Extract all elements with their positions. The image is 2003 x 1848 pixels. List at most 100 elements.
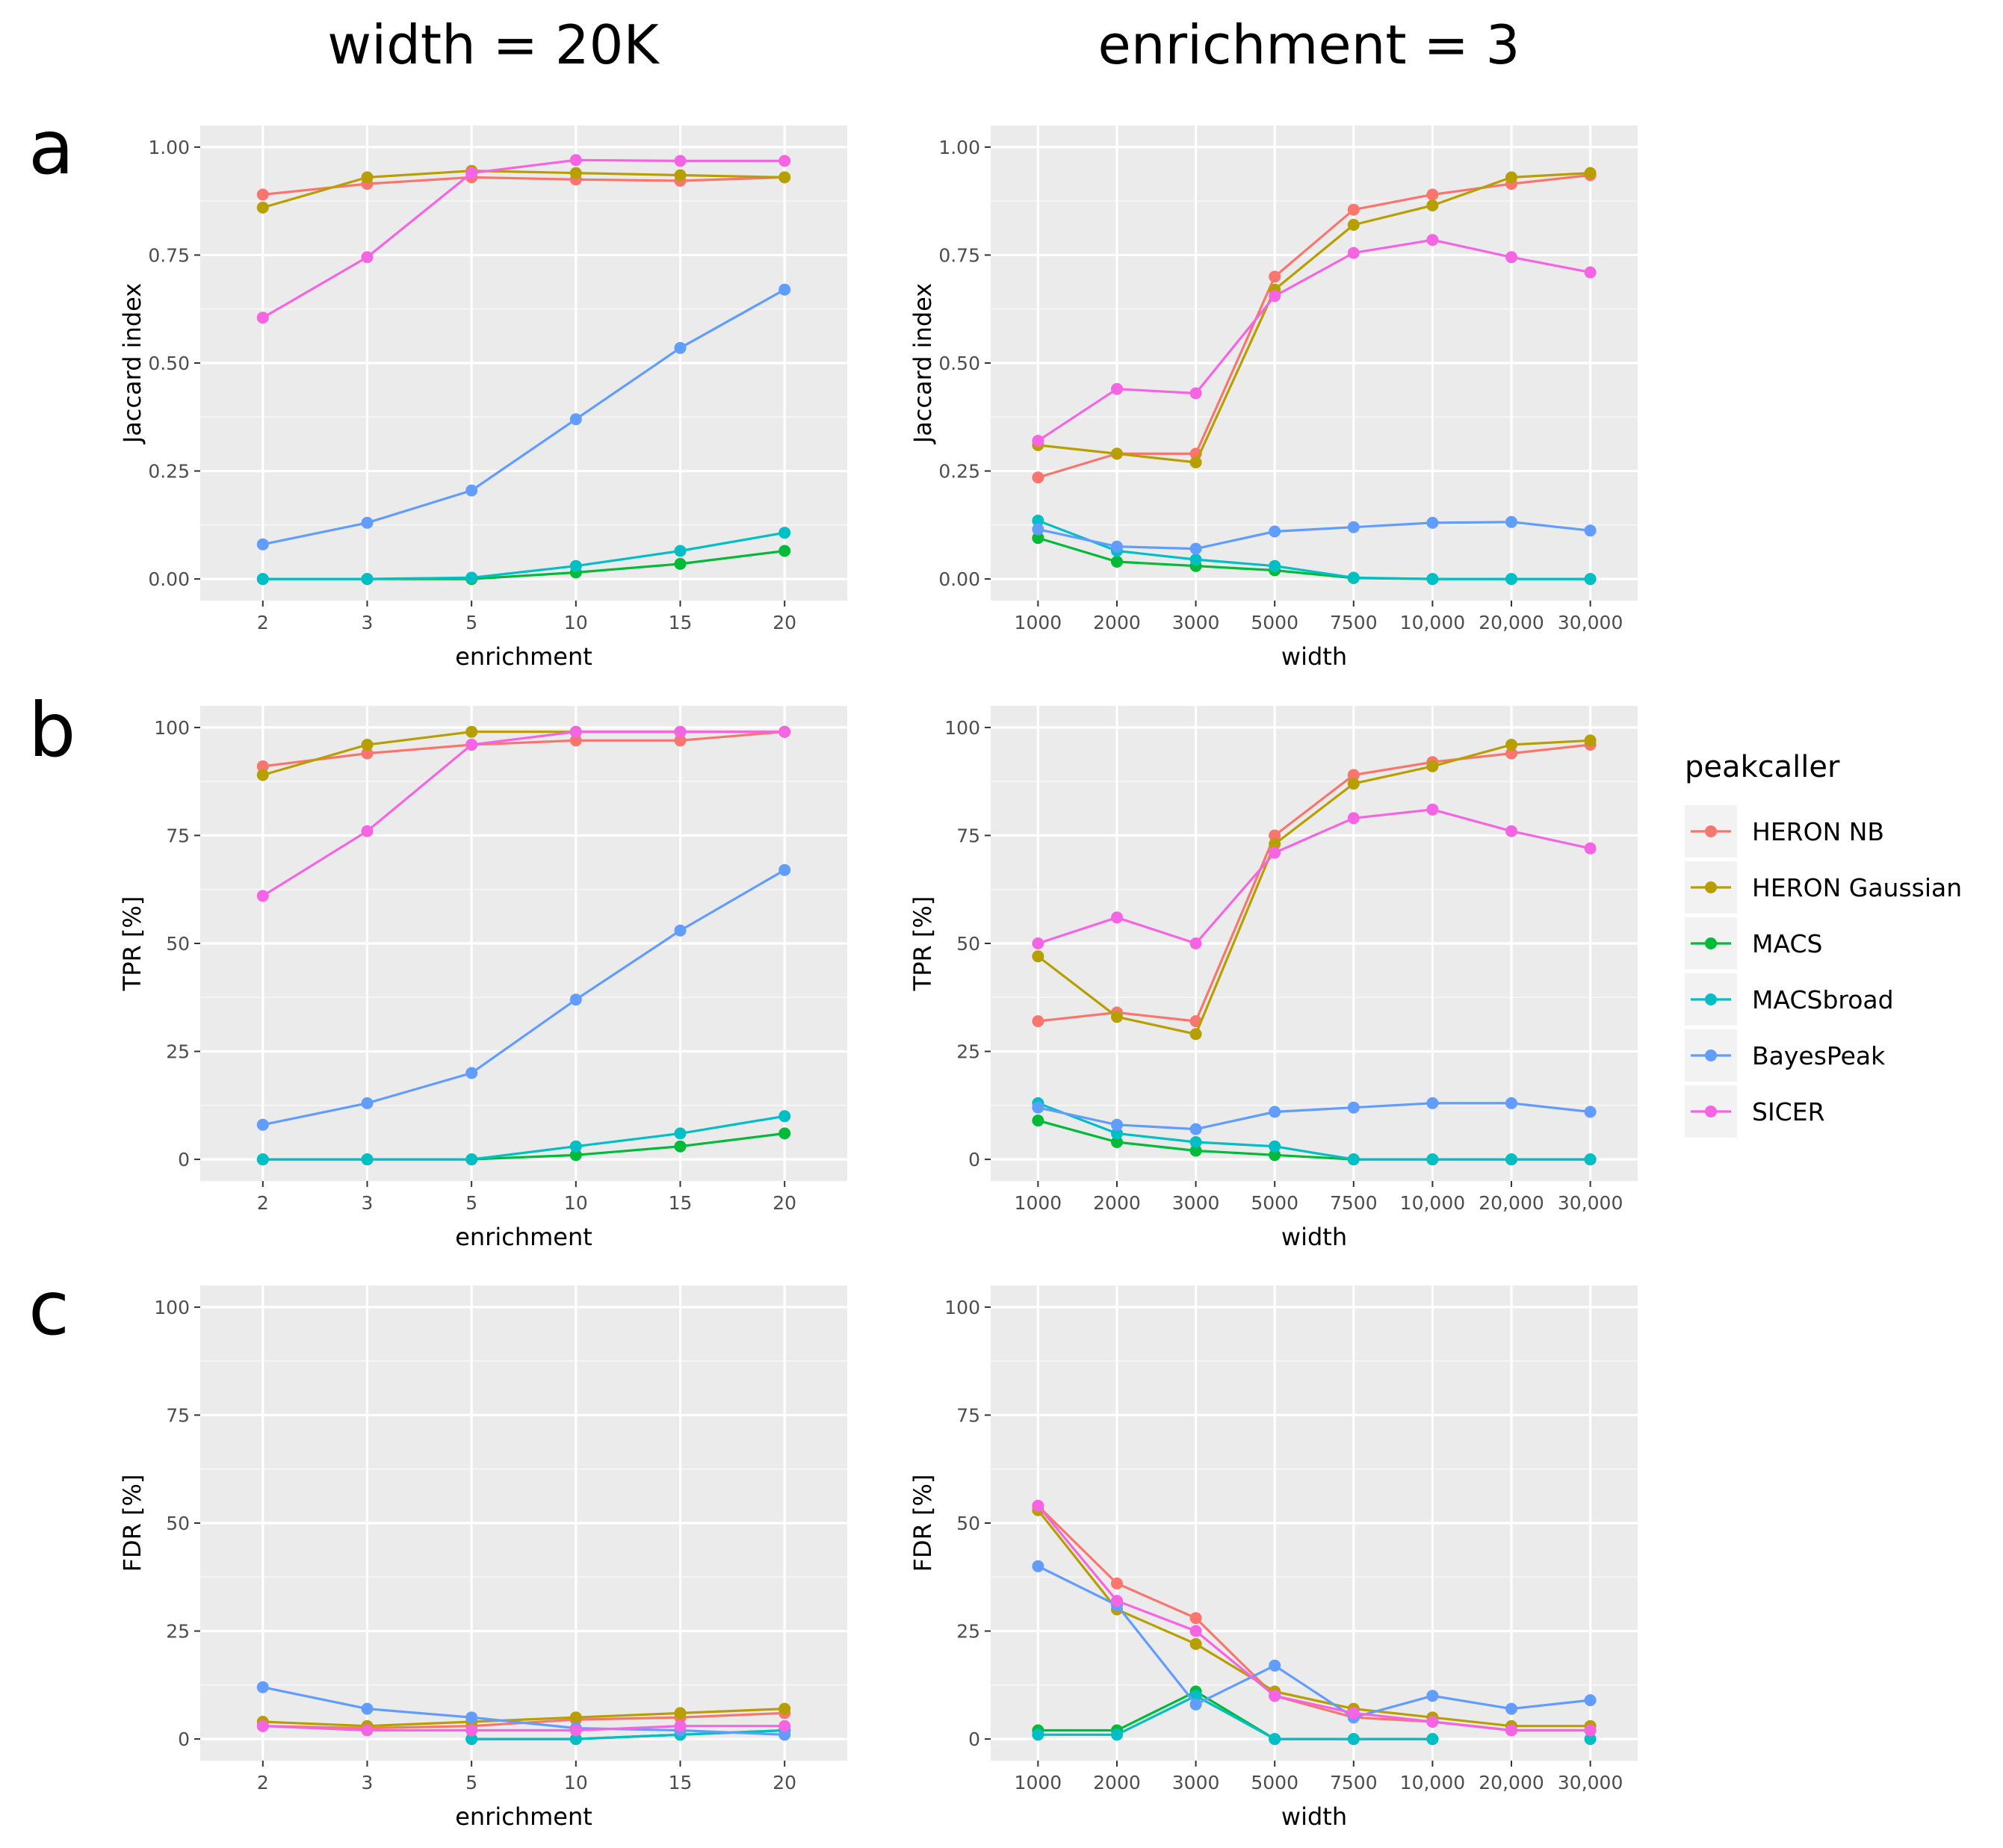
y-tick-label: 50 <box>166 1513 190 1534</box>
y-tick-label: 100 <box>944 717 980 739</box>
data-point <box>1111 447 1123 460</box>
series-bayespeak <box>256 283 791 551</box>
x-tick-label: 2000 <box>1093 1192 1141 1214</box>
y-tick-label: 25 <box>166 1041 190 1063</box>
data-point <box>1032 435 1044 447</box>
series-line <box>262 1114 785 1161</box>
y-tick-label: 0 <box>178 1728 190 1750</box>
data-point <box>778 725 791 738</box>
x-tick-label: 15 <box>669 1772 693 1793</box>
data-point <box>1584 1724 1597 1737</box>
data-point <box>1505 573 1517 586</box>
series-line <box>261 731 785 897</box>
y-axis-title: Jaccard index <box>118 283 146 444</box>
data-point <box>674 1707 687 1720</box>
y-axis-title: TPR [%] <box>118 896 146 992</box>
x-tick-label: 3000 <box>1172 1192 1220 1214</box>
data-point <box>1584 734 1597 747</box>
data-point <box>1032 1728 1044 1741</box>
data-point <box>465 1724 478 1737</box>
series-macsbroad <box>256 1110 791 1166</box>
x-tick-label: 3000 <box>1172 1772 1220 1793</box>
data-point <box>1347 219 1360 231</box>
data-point <box>361 747 374 760</box>
x-tick-label: 5000 <box>1251 1192 1298 1214</box>
data-point <box>1505 171 1517 184</box>
series-line <box>1037 1509 1591 1728</box>
x-tick-label: 10 <box>564 1192 588 1214</box>
data-point <box>1584 1733 1597 1746</box>
x-tick-label: 2 <box>257 1772 269 1793</box>
x-axis-title: enrichment <box>455 642 592 671</box>
series-macsbroad <box>1032 1690 1597 1746</box>
series-line <box>262 731 785 768</box>
data-point <box>465 725 478 738</box>
x-tick-label: 1000 <box>1015 1192 1062 1214</box>
x-tick-label: 2000 <box>1093 612 1141 633</box>
data-point <box>361 1724 374 1737</box>
data-point <box>1269 1140 1281 1153</box>
series-line <box>1038 1102 1591 1131</box>
data-point <box>778 863 791 876</box>
x-axis-title: width <box>1281 1802 1347 1831</box>
y-axis-title: Jaccard index <box>908 283 937 444</box>
column-title-left: width = 20K <box>327 13 660 76</box>
series-line <box>1037 1102 1591 1161</box>
y-tick-label: 0.75 <box>148 244 190 266</box>
data-point <box>1505 1702 1517 1715</box>
y-tick-label: 75 <box>166 1404 190 1426</box>
data-point <box>569 1733 582 1746</box>
data-point <box>1032 471 1044 484</box>
series-line <box>1037 808 1591 945</box>
data-point <box>1347 1707 1360 1720</box>
data-point <box>361 516 374 529</box>
x-tick-label: 30,000 <box>1558 1772 1623 1793</box>
x-tick-label: 1000 <box>1015 1772 1062 1793</box>
data-point <box>1426 1733 1439 1746</box>
data-point <box>361 1153 374 1166</box>
x-tick-label: 10 <box>564 612 588 633</box>
data-point <box>1505 1097 1517 1109</box>
x-axis-title: width <box>1281 1223 1347 1251</box>
data-point <box>778 1110 791 1123</box>
x-tick-label: 2 <box>257 612 269 633</box>
data-point <box>256 1118 269 1131</box>
data-point <box>1111 1127 1123 1140</box>
data-point <box>1269 1106 1281 1118</box>
x-tick-label: 1000 <box>1015 612 1062 633</box>
y-tick-label: 25 <box>956 1621 980 1643</box>
x-tick-label: 15 <box>669 612 693 633</box>
data-point <box>1584 1106 1597 1118</box>
legend-title: peakcaller <box>1685 750 1840 784</box>
data-point <box>361 739 374 751</box>
legend-label: HERON Gaussian <box>1752 873 1962 902</box>
y-tick-label: 1.00 <box>148 137 190 158</box>
data-point <box>1505 739 1517 751</box>
series-bayespeak <box>1032 1097 1597 1135</box>
legend-key-point <box>1705 1106 1717 1117</box>
data-point <box>1269 270 1281 283</box>
column-title-right: enrichment = 3 <box>1098 13 1520 76</box>
data-point <box>1111 540 1123 553</box>
panel-b-left: 0 25 50 75 100 2 3 5 10 15 20 enrichment TPR [%] <box>118 706 847 1251</box>
data-point <box>569 1724 582 1737</box>
x-tick-label: 5 <box>465 1192 477 1214</box>
series-macsbroad <box>256 527 791 586</box>
series-line <box>262 170 785 209</box>
data-point <box>1426 1153 1439 1166</box>
data-point <box>465 484 478 497</box>
data-point <box>1189 1136 1202 1148</box>
x-tick-label: 5000 <box>1251 1772 1298 1793</box>
x-tick-label: 7500 <box>1330 1192 1378 1214</box>
x-tick-label: 20 <box>773 1192 796 1214</box>
y-tick-label: 75 <box>956 825 980 846</box>
y-tick-label: 75 <box>166 825 190 846</box>
y-tick-label: 100 <box>154 717 190 739</box>
y-tick-label: 0 <box>178 1149 190 1170</box>
data-point <box>674 545 687 557</box>
panel-c-left: 0 25 50 75 100 2 3 5 10 15 20 enrichment FDR [%] <box>118 1286 847 1831</box>
x-tick-label: 10,000 <box>1400 1772 1465 1793</box>
data-point <box>1347 1101 1360 1114</box>
data-point <box>361 825 374 837</box>
